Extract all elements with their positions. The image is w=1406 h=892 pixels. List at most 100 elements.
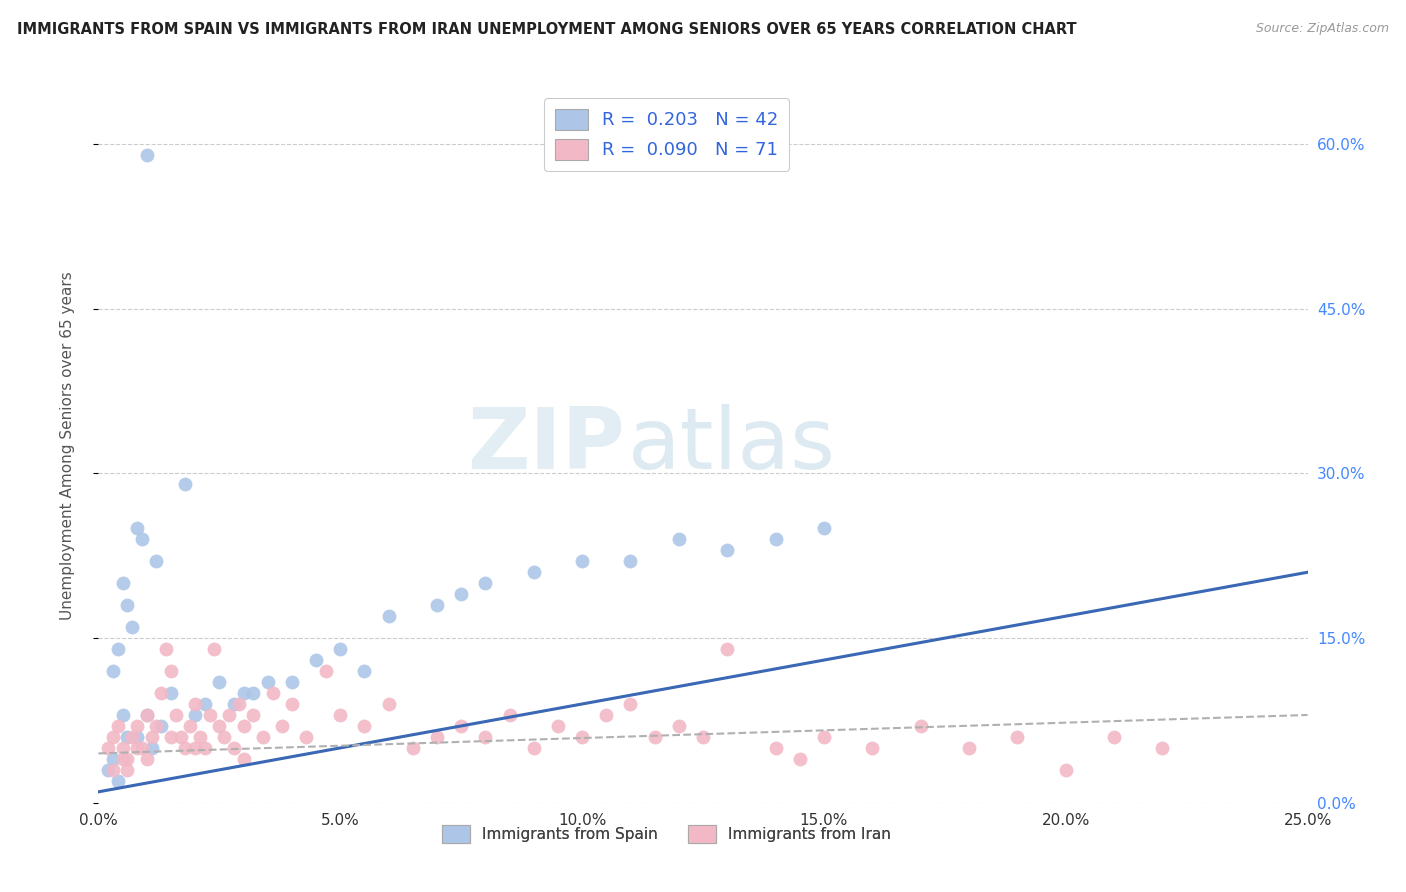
Point	[329, 708, 352, 723]
Point	[121, 620, 143, 634]
Point	[188, 730, 211, 744]
Point	[957, 740, 980, 755]
Point	[135, 752, 157, 766]
Point	[141, 730, 163, 744]
Point	[135, 708, 157, 723]
Point	[450, 719, 472, 733]
Point	[1102, 730, 1125, 744]
Point	[208, 719, 231, 733]
Point	[117, 752, 139, 766]
Point	[353, 664, 375, 678]
Point	[271, 719, 294, 733]
Point	[232, 719, 254, 733]
Point	[222, 740, 245, 755]
Point	[117, 763, 139, 777]
Point	[619, 554, 641, 568]
Point	[160, 730, 183, 744]
Point	[150, 719, 173, 733]
Point	[813, 521, 835, 535]
Point	[198, 708, 221, 723]
Point	[127, 719, 149, 733]
Point	[523, 740, 546, 755]
Point	[256, 675, 278, 690]
Legend: Immigrants from Spain, Immigrants from Iran: Immigrants from Spain, Immigrants from I…	[436, 819, 897, 848]
Point	[117, 598, 139, 612]
Point	[141, 740, 163, 755]
Point	[281, 697, 304, 711]
Point	[101, 752, 124, 766]
Point	[111, 576, 134, 591]
Point	[305, 653, 328, 667]
Point	[208, 675, 231, 690]
Point	[194, 740, 217, 755]
Point	[402, 740, 425, 755]
Point	[135, 708, 157, 723]
Text: IMMIGRANTS FROM SPAIN VS IMMIGRANTS FROM IRAN UNEMPLOYMENT AMONG SENIORS OVER 65: IMMIGRANTS FROM SPAIN VS IMMIGRANTS FROM…	[17, 22, 1077, 37]
Point	[184, 740, 207, 755]
Point	[692, 730, 714, 744]
Point	[242, 686, 264, 700]
Point	[111, 708, 134, 723]
Point	[232, 686, 254, 700]
Point	[426, 598, 449, 612]
Point	[212, 730, 235, 744]
Point	[329, 642, 352, 657]
Point	[107, 642, 129, 657]
Point	[145, 554, 167, 568]
Point	[218, 708, 240, 723]
Point	[97, 740, 120, 755]
Point	[1007, 730, 1029, 744]
Y-axis label: Unemployment Among Seniors over 65 years: Unemployment Among Seniors over 65 years	[60, 272, 75, 620]
Point	[315, 664, 337, 678]
Point	[222, 697, 245, 711]
Text: ZIP: ZIP	[467, 404, 624, 488]
Point	[160, 664, 183, 678]
Point	[131, 740, 153, 755]
Point	[184, 697, 207, 711]
Point	[160, 686, 183, 700]
Point	[101, 763, 124, 777]
Point	[860, 740, 883, 755]
Point	[547, 719, 569, 733]
Point	[353, 719, 375, 733]
Point	[281, 675, 304, 690]
Point	[165, 708, 187, 723]
Point	[174, 477, 197, 491]
Point	[716, 543, 738, 558]
Point	[179, 719, 201, 733]
Point	[426, 730, 449, 744]
Point	[668, 533, 690, 547]
Point	[571, 554, 593, 568]
Point	[1152, 740, 1174, 755]
Point	[813, 730, 835, 744]
Point	[644, 730, 666, 744]
Point	[450, 587, 472, 601]
Point	[228, 697, 250, 711]
Point	[107, 719, 129, 733]
Point	[765, 533, 787, 547]
Point	[232, 752, 254, 766]
Text: Source: ZipAtlas.com: Source: ZipAtlas.com	[1256, 22, 1389, 36]
Point	[716, 642, 738, 657]
Point	[1054, 763, 1077, 777]
Point	[474, 576, 496, 591]
Point	[101, 730, 124, 744]
Point	[498, 708, 520, 723]
Point	[150, 686, 173, 700]
Point	[765, 740, 787, 755]
Point	[117, 730, 139, 744]
Point	[252, 730, 274, 744]
Point	[377, 697, 399, 711]
Point	[194, 697, 217, 711]
Point	[127, 740, 149, 755]
Point	[174, 740, 197, 755]
Point	[204, 642, 226, 657]
Point	[789, 752, 811, 766]
Point	[127, 730, 149, 744]
Point	[121, 730, 143, 744]
Point	[145, 719, 167, 733]
Point	[97, 763, 120, 777]
Point	[111, 752, 134, 766]
Point	[155, 642, 177, 657]
Point	[131, 533, 153, 547]
